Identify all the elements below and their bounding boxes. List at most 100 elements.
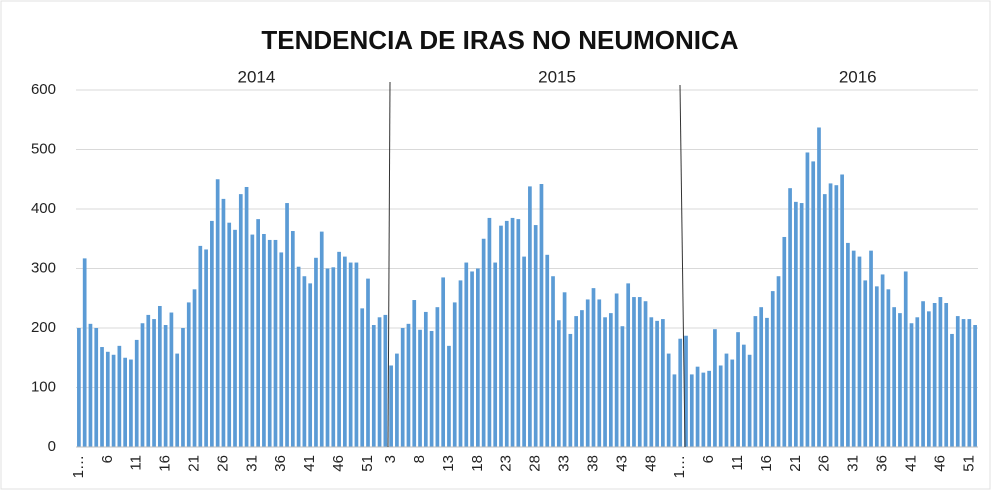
x-tick-label: 36 [874, 455, 891, 472]
bar [256, 219, 260, 447]
bar [672, 374, 677, 447]
bar [955, 316, 960, 447]
x-tick-label: 31 [845, 455, 862, 472]
bar [192, 289, 197, 447]
bar [799, 203, 804, 447]
bar [828, 183, 833, 448]
bar [539, 184, 544, 447]
bar [811, 161, 816, 447]
bar [418, 329, 422, 447]
x-tick-label: 36 [272, 455, 289, 472]
bar [499, 225, 503, 447]
bar [123, 357, 127, 447]
bar [932, 303, 937, 447]
bar [874, 286, 879, 447]
bar [551, 276, 555, 447]
bar [377, 317, 382, 447]
bar [383, 314, 388, 447]
y-tick-label: 600 [31, 81, 56, 98]
bar [753, 316, 758, 447]
bar [198, 245, 203, 447]
bar [210, 220, 214, 447]
bar [250, 234, 255, 447]
x-tick-label: 33 [556, 455, 573, 472]
x-tick-label: 41 [301, 455, 318, 472]
bar [129, 359, 133, 447]
bar [215, 179, 220, 447]
bar [88, 323, 93, 447]
bar [591, 288, 596, 447]
bar [643, 301, 648, 447]
x-tick-label: 51 [960, 455, 977, 472]
x-tick-label: 23 [498, 455, 515, 472]
bar [533, 225, 538, 447]
bar [510, 217, 515, 447]
bar [371, 325, 376, 447]
bar [915, 317, 920, 447]
bar [146, 314, 151, 447]
bar [244, 186, 249, 448]
y-tick-label: 500 [31, 140, 56, 157]
bar [880, 274, 885, 447]
x-tick-label: 46 [931, 455, 948, 472]
bar [927, 311, 931, 447]
year-label: 2015 [538, 67, 576, 86]
bar [400, 328, 405, 447]
bar [869, 250, 873, 447]
x-tick-label: 6 [700, 455, 717, 463]
bar [817, 127, 821, 448]
bar [886, 289, 891, 447]
bar [574, 316, 578, 447]
bar [678, 338, 683, 447]
x-tick-label: 1… [70, 455, 87, 478]
x-tick-label: 16 [758, 455, 775, 472]
bar [903, 271, 908, 447]
bar [770, 291, 775, 447]
year-label: 2014 [237, 67, 275, 86]
bar [366, 278, 370, 447]
x-tick-label: 26 [214, 455, 231, 472]
bar [296, 266, 301, 447]
x-tick-label: 43 [613, 455, 630, 472]
bar [666, 353, 671, 447]
bar [840, 174, 844, 448]
x-tick-label: 51 [359, 455, 376, 472]
bar [892, 307, 897, 447]
bar [140, 323, 145, 447]
bar [747, 354, 752, 447]
x-tick-label: 11 [729, 455, 746, 471]
bar [493, 262, 498, 447]
bar [470, 271, 474, 447]
x-tick-label: 13 [440, 455, 457, 472]
bar [337, 251, 341, 447]
bar [204, 249, 208, 447]
bar [580, 310, 584, 447]
bar [898, 313, 902, 447]
bar [765, 317, 769, 447]
x-tick-label: 41 [902, 455, 919, 472]
y-tick-label: 300 [31, 259, 56, 276]
bar [556, 320, 561, 447]
bar [655, 320, 659, 447]
bar [319, 231, 324, 447]
bar [238, 194, 243, 447]
bar [938, 297, 943, 447]
x-tick-label: 26 [816, 455, 833, 472]
bar [423, 311, 428, 447]
bar [614, 293, 619, 447]
x-tick-label: 28 [527, 455, 544, 472]
bar [429, 330, 434, 447]
bar [389, 365, 393, 447]
x-tick-label: 18 [469, 455, 486, 472]
bar [77, 328, 81, 447]
bar [603, 317, 607, 447]
bar [718, 365, 723, 447]
bar [476, 268, 480, 447]
bar [597, 299, 602, 447]
bar [834, 185, 839, 447]
bar [441, 277, 446, 447]
bar [724, 353, 729, 447]
bar [805, 152, 810, 447]
bar [568, 333, 573, 447]
y-tick-label: 0 [48, 438, 56, 455]
